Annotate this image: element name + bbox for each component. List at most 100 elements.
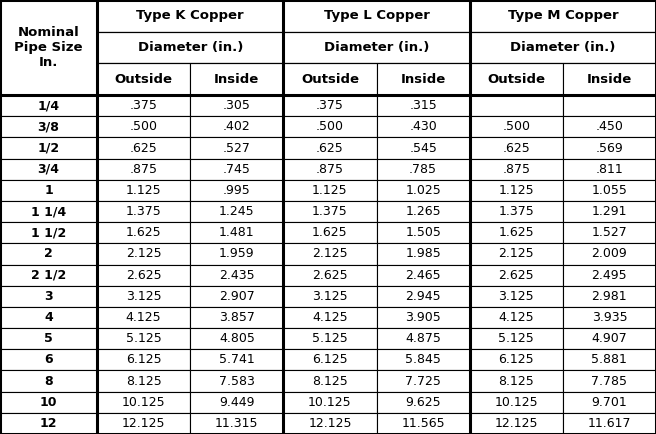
Bar — [0, 286, 97, 307]
Bar — [97, 391, 190, 413]
Text: 4.907: 4.907 — [592, 332, 627, 345]
Bar — [283, 328, 377, 349]
Text: Diameter (in.): Diameter (in.) — [324, 41, 429, 54]
Text: 1/4: 1/4 — [37, 99, 60, 112]
Bar — [470, 222, 563, 243]
Text: 7.785: 7.785 — [592, 375, 627, 388]
Text: .625: .625 — [502, 141, 530, 155]
Text: .785: .785 — [409, 163, 437, 176]
Text: 8.125: 8.125 — [312, 375, 348, 388]
Bar — [470, 371, 563, 391]
Bar — [563, 222, 656, 243]
Bar — [377, 63, 470, 95]
Text: 3/4: 3/4 — [37, 163, 60, 176]
Bar — [190, 371, 283, 391]
Text: 4: 4 — [44, 311, 53, 324]
Bar — [97, 0, 283, 32]
Text: Diameter (in.): Diameter (in.) — [510, 41, 615, 54]
Text: 1.985: 1.985 — [405, 247, 441, 260]
Text: Diameter (in.): Diameter (in.) — [138, 41, 243, 54]
Bar — [283, 63, 377, 95]
Text: 5.741: 5.741 — [219, 353, 255, 366]
Bar — [0, 391, 97, 413]
Bar — [563, 307, 656, 328]
Bar — [283, 95, 377, 116]
Bar — [377, 158, 470, 180]
Text: .745: .745 — [223, 163, 251, 176]
Text: .402: .402 — [223, 120, 251, 133]
Text: 7.583: 7.583 — [219, 375, 255, 388]
Bar — [97, 328, 190, 349]
Bar — [377, 413, 470, 434]
Bar — [97, 158, 190, 180]
Bar — [470, 264, 563, 286]
Bar — [190, 349, 283, 371]
Bar — [0, 264, 97, 286]
Text: .500: .500 — [502, 120, 530, 133]
Bar — [0, 180, 97, 201]
Bar — [97, 307, 190, 328]
Text: .375: .375 — [130, 99, 157, 112]
Bar — [377, 116, 470, 138]
Bar — [377, 201, 470, 222]
Text: 10: 10 — [40, 396, 57, 409]
Bar — [283, 32, 470, 63]
Bar — [563, 138, 656, 158]
Text: 2.435: 2.435 — [219, 269, 255, 282]
Text: 2.125: 2.125 — [312, 247, 348, 260]
Text: 4.125: 4.125 — [126, 311, 161, 324]
Text: .875: .875 — [130, 163, 157, 176]
Bar — [377, 286, 470, 307]
Bar — [283, 371, 377, 391]
Bar — [0, 116, 97, 138]
Text: 1.125: 1.125 — [499, 184, 534, 197]
Text: 4.875: 4.875 — [405, 332, 441, 345]
Bar — [0, 158, 97, 180]
Bar — [0, 0, 97, 32]
Text: 4.805: 4.805 — [219, 332, 255, 345]
Text: .500: .500 — [130, 120, 157, 133]
Bar — [377, 371, 470, 391]
Text: 3/8: 3/8 — [37, 120, 60, 133]
Bar — [0, 95, 97, 116]
Text: 11.565: 11.565 — [401, 417, 445, 430]
Bar — [470, 158, 563, 180]
Bar — [563, 349, 656, 371]
Bar — [190, 201, 283, 222]
Text: .569: .569 — [596, 141, 623, 155]
Bar — [563, 286, 656, 307]
Text: .305: .305 — [223, 99, 251, 112]
Text: 1/2: 1/2 — [37, 141, 60, 155]
Bar — [0, 328, 97, 349]
Bar — [97, 222, 190, 243]
Bar — [563, 95, 656, 116]
Bar — [190, 307, 283, 328]
Bar — [470, 201, 563, 222]
Bar — [97, 243, 190, 264]
Bar — [283, 264, 377, 286]
Text: 1.055: 1.055 — [592, 184, 627, 197]
Bar — [190, 138, 283, 158]
Text: 6: 6 — [44, 353, 53, 366]
Text: .450: .450 — [596, 120, 623, 133]
Bar — [190, 391, 283, 413]
Text: 2.907: 2.907 — [219, 290, 255, 303]
Bar — [563, 371, 656, 391]
Text: 1.959: 1.959 — [219, 247, 255, 260]
Bar — [0, 371, 97, 391]
Bar — [190, 180, 283, 201]
Text: .995: .995 — [223, 184, 251, 197]
Text: 12.125: 12.125 — [308, 417, 352, 430]
Text: 9.625: 9.625 — [405, 396, 441, 409]
Text: 10.125: 10.125 — [308, 396, 352, 409]
Text: Inside: Inside — [401, 73, 445, 85]
Bar — [190, 222, 283, 243]
Text: 5.845: 5.845 — [405, 353, 441, 366]
Bar — [0, 243, 97, 264]
Bar — [97, 286, 190, 307]
Bar — [283, 158, 377, 180]
Bar — [563, 180, 656, 201]
Text: 1.265: 1.265 — [405, 205, 441, 218]
Text: 2.009: 2.009 — [592, 247, 627, 260]
Bar — [377, 222, 470, 243]
